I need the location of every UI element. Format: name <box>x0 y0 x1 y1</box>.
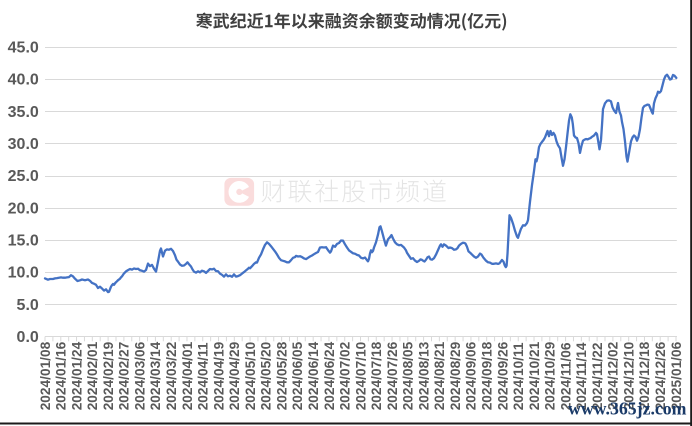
svg-text:2024/09/26: 2024/09/26 <box>495 341 510 410</box>
svg-text:35.0: 35.0 <box>8 104 39 121</box>
svg-text:30.0: 30.0 <box>8 136 39 153</box>
svg-text:25.0: 25.0 <box>8 168 39 185</box>
svg-text:2024/07/18: 2024/07/18 <box>369 341 384 410</box>
svg-text:2024/09/06: 2024/09/06 <box>464 341 479 410</box>
svg-text:45.0: 45.0 <box>8 40 39 57</box>
svg-text:2024/12/02: 2024/12/02 <box>606 341 621 410</box>
svg-text:2024/08/21: 2024/08/21 <box>432 341 447 410</box>
svg-text:2024/07/02: 2024/07/02 <box>338 341 353 410</box>
svg-text:2024/04/11: 2024/04/11 <box>196 342 211 410</box>
svg-text:2024/03/22: 2024/03/22 <box>164 341 179 410</box>
svg-text:10.0: 10.0 <box>8 265 39 282</box>
svg-text:2024/12/26: 2024/12/26 <box>653 341 668 410</box>
svg-text:2024/02/19: 2024/02/19 <box>101 341 116 410</box>
svg-text:2024/06/14: 2024/06/14 <box>306 341 321 410</box>
svg-text:20.0: 20.0 <box>8 200 39 217</box>
svg-text:2024/07/26: 2024/07/26 <box>385 341 400 410</box>
svg-text:2024/08/29: 2024/08/29 <box>448 341 463 410</box>
svg-text:2024/04/29: 2024/04/29 <box>227 341 242 410</box>
svg-text:2024/01/24: 2024/01/24 <box>69 341 84 410</box>
svg-text:2024/10/29: 2024/10/29 <box>543 341 558 410</box>
svg-text:2024/11/22: 2024/11/22 <box>590 342 605 410</box>
svg-text:2024/05/10: 2024/05/10 <box>243 341 258 410</box>
svg-text:2024/02/27: 2024/02/27 <box>117 341 132 410</box>
svg-text:2024/01/16: 2024/01/16 <box>54 341 69 410</box>
svg-text:2024/11/06: 2024/11/06 <box>558 342 573 410</box>
svg-text:5.0: 5.0 <box>17 297 39 314</box>
svg-text:2024/03/14: 2024/03/14 <box>148 341 163 410</box>
svg-text:2024/08/13: 2024/08/13 <box>416 341 431 410</box>
svg-text:2024/08/05: 2024/08/05 <box>401 341 416 410</box>
svg-text:40.0: 40.0 <box>8 72 39 89</box>
svg-text:2024/03/06: 2024/03/06 <box>133 341 148 410</box>
svg-text:2024/09/18: 2024/09/18 <box>480 341 495 410</box>
svg-text:www.365jz.com: www.365jz.com <box>568 398 687 418</box>
svg-text:2024/06/05: 2024/06/05 <box>290 341 305 410</box>
svg-text:2025/01/06: 2025/01/06 <box>669 341 684 410</box>
svg-text:2024/10/11: 2024/10/11 <box>511 342 526 410</box>
svg-text:2024/04/19: 2024/04/19 <box>211 341 226 410</box>
svg-text:2024/05/20: 2024/05/20 <box>259 341 274 410</box>
svg-text:2024/12/10: 2024/12/10 <box>622 341 637 410</box>
svg-text:2024/12/18: 2024/12/18 <box>637 341 652 410</box>
svg-text:2024/04/01: 2024/04/01 <box>180 341 195 410</box>
svg-text:2024/11/14: 2024/11/14 <box>574 342 589 410</box>
svg-text:2024/10/21: 2024/10/21 <box>527 341 542 410</box>
svg-text:15.0: 15.0 <box>8 233 39 250</box>
svg-text:0.0: 0.0 <box>17 329 39 346</box>
svg-text:2024/05/28: 2024/05/28 <box>274 341 289 410</box>
svg-text:2024/02/01: 2024/02/01 <box>85 341 100 410</box>
svg-text:2024/01/08: 2024/01/08 <box>38 341 53 410</box>
svg-text:2024/06/24: 2024/06/24 <box>322 341 337 410</box>
svg-text:2024/07/10: 2024/07/10 <box>353 341 368 410</box>
